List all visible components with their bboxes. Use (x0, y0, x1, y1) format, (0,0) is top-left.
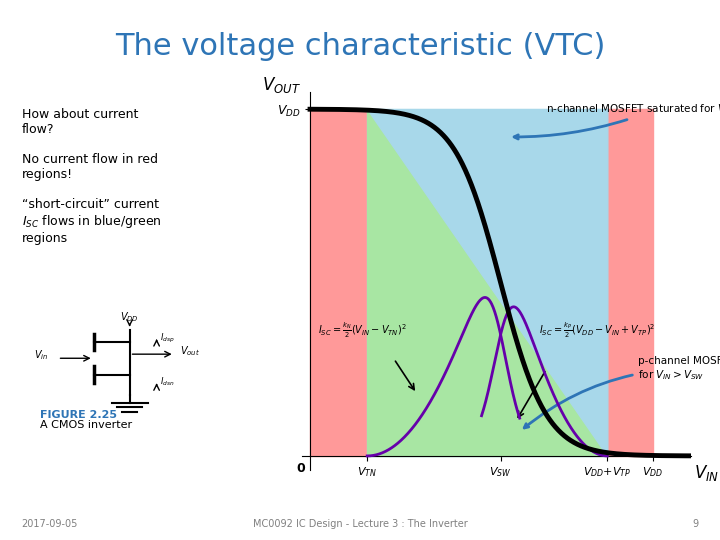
Text: 2017-09-05: 2017-09-05 (22, 519, 78, 529)
Text: $V_{in}$: $V_{in}$ (35, 348, 48, 362)
Text: $V_{OUT}$: $V_{OUT}$ (261, 75, 300, 95)
Text: 0: 0 (296, 462, 305, 475)
Text: $I_{SC}=\frac{k_N}{2}(V_{IN}-V_{TN})^2$: $I_{SC}=\frac{k_N}{2}(V_{IN}-V_{TN})^2$ (318, 321, 406, 341)
Text: MC0092 IC Design - Lecture 3 : The Inverter: MC0092 IC Design - Lecture 3 : The Inver… (253, 519, 467, 529)
Text: $I_{dsp}$: $I_{dsp}$ (160, 332, 175, 345)
Text: A CMOS inverter: A CMOS inverter (40, 420, 132, 430)
Text: How about current
flow?

No current flow in red
regions!

“short-circuit” curren: How about current flow? No current flow … (22, 108, 161, 245)
Text: $V_{DD}$: $V_{DD}$ (120, 310, 139, 323)
Text: FIGURE 2.25: FIGURE 2.25 (40, 410, 117, 420)
Text: p-channel MOSFET saturated
for $V_{IN}>V_{SW}$: p-channel MOSFET saturated for $V_{IN}>V… (524, 356, 720, 428)
Text: $I_{dsn}$: $I_{dsn}$ (160, 375, 175, 388)
Text: $I_{SC}=\frac{k_P}{2}(V_{DD}-V_{IN}+V_{TP})^2$: $I_{SC}=\frac{k_P}{2}(V_{DD}-V_{IN}+V_{T… (539, 321, 655, 341)
Text: $V_{out}$: $V_{out}$ (180, 344, 200, 358)
Text: n-channel MOSFET saturated for $V_{IN}<V_{SW}$: n-channel MOSFET saturated for $V_{IN}<V… (514, 102, 720, 139)
Text: $V_{IN}$: $V_{IN}$ (694, 463, 719, 483)
Text: The voltage characteristic (VTC): The voltage characteristic (VTC) (114, 32, 606, 62)
Text: 9: 9 (692, 519, 698, 529)
